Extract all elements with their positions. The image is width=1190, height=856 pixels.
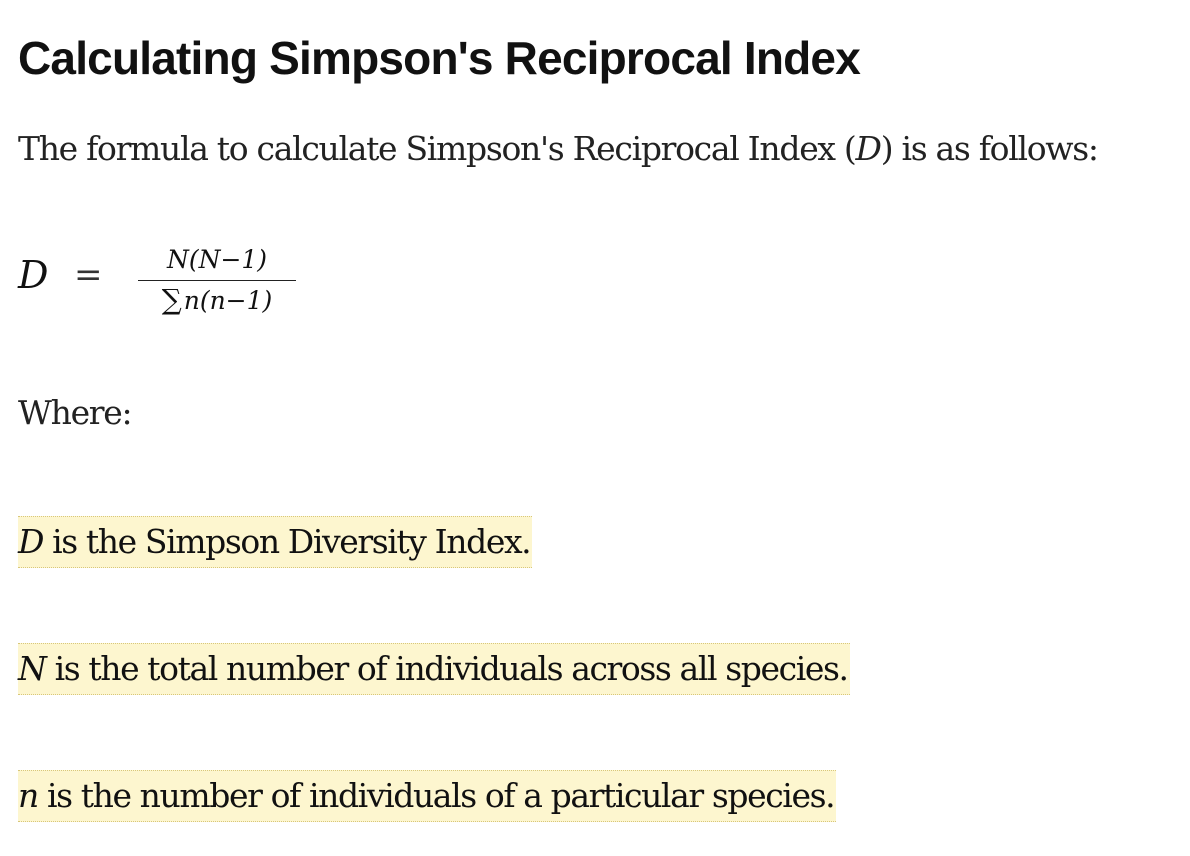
page-title: Calculating Simpson's Reciprocal Index: [18, 32, 861, 84]
intro-text-after: ) is as follows:: [880, 129, 1099, 168]
fraction-bar: [138, 280, 296, 281]
formula-equals: =: [74, 255, 103, 295]
intro-paragraph: The formula to calculate Simpson's Recip…: [18, 124, 1099, 174]
definition-text: is the Simpson Diversity Index.: [43, 522, 532, 561]
definition-d: D is the Simpson Diversity Index.: [18, 516, 533, 568]
formula-numerator: N(N−1): [166, 245, 268, 274]
definition-n-species: n is the number of individuals of a part…: [18, 770, 837, 822]
definition-symbol: n: [18, 776, 39, 815]
definition-text: is the total number of individuals acros…: [45, 649, 849, 688]
formula-denominator: n(n−1): [183, 286, 273, 315]
where-label: Where:: [18, 393, 133, 432]
intro-symbol: D: [855, 129, 882, 168]
formula-lhs: D: [18, 253, 49, 297]
definition-symbol: N: [18, 649, 47, 688]
definition-n-total: N is the total number of individuals acr…: [18, 643, 850, 695]
intro-text-before: The formula to calculate Simpson's Recip…: [18, 129, 857, 168]
definition-text: is the number of individuals of a partic…: [37, 776, 836, 815]
definition-symbol: D: [18, 522, 44, 561]
formula-denominator-row: ∑n(n−1): [138, 284, 296, 317]
sigma-symbol: ∑: [161, 283, 182, 316]
